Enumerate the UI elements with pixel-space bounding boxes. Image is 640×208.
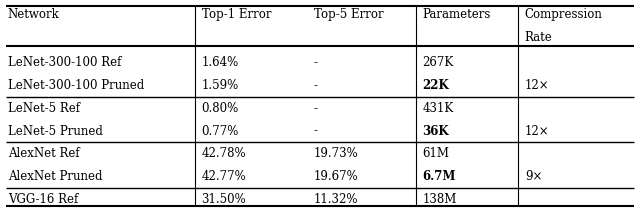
Text: 9×: 9× <box>525 170 542 183</box>
Text: 431K: 431K <box>422 102 454 115</box>
Text: LeNet-5 Ref: LeNet-5 Ref <box>8 102 80 115</box>
Text: 61M: 61M <box>422 147 449 160</box>
Text: 42.78%: 42.78% <box>202 147 246 160</box>
Text: 22K: 22K <box>422 79 449 92</box>
Text: 19.73%: 19.73% <box>314 147 358 160</box>
Text: 19.67%: 19.67% <box>314 170 358 183</box>
Text: VGG-16 Ref: VGG-16 Ref <box>8 193 78 206</box>
Text: AlexNet Ref: AlexNet Ref <box>8 147 79 160</box>
Text: 0.77%: 0.77% <box>202 125 239 137</box>
Text: LeNet-5 Pruned: LeNet-5 Pruned <box>8 125 102 137</box>
Text: -: - <box>314 79 317 92</box>
Text: 1.59%: 1.59% <box>202 79 239 92</box>
Text: 0.80%: 0.80% <box>202 102 239 115</box>
Text: 31.50%: 31.50% <box>202 193 246 206</box>
Text: 267K: 267K <box>422 56 454 69</box>
Text: 42.77%: 42.77% <box>202 170 246 183</box>
Text: 11.32%: 11.32% <box>314 193 358 206</box>
Text: 1.64%: 1.64% <box>202 56 239 69</box>
Text: Network: Network <box>8 8 60 21</box>
Text: Rate: Rate <box>525 31 552 44</box>
Text: 12×: 12× <box>525 125 549 137</box>
Text: AlexNet Pruned: AlexNet Pruned <box>8 170 102 183</box>
Text: 12×: 12× <box>525 79 549 92</box>
Text: -: - <box>314 125 317 137</box>
Text: Top-5 Error: Top-5 Error <box>314 8 383 21</box>
Text: 138M: 138M <box>422 193 457 206</box>
Text: -: - <box>314 102 317 115</box>
Text: 6.7M: 6.7M <box>422 170 456 183</box>
Text: LeNet-300-100 Ref: LeNet-300-100 Ref <box>8 56 121 69</box>
Text: 36K: 36K <box>422 125 449 137</box>
Text: -: - <box>314 56 317 69</box>
Text: LeNet-300-100 Pruned: LeNet-300-100 Pruned <box>8 79 144 92</box>
Text: Top-1 Error: Top-1 Error <box>202 8 271 21</box>
Text: Compression: Compression <box>525 8 603 21</box>
Text: Parameters: Parameters <box>422 8 491 21</box>
